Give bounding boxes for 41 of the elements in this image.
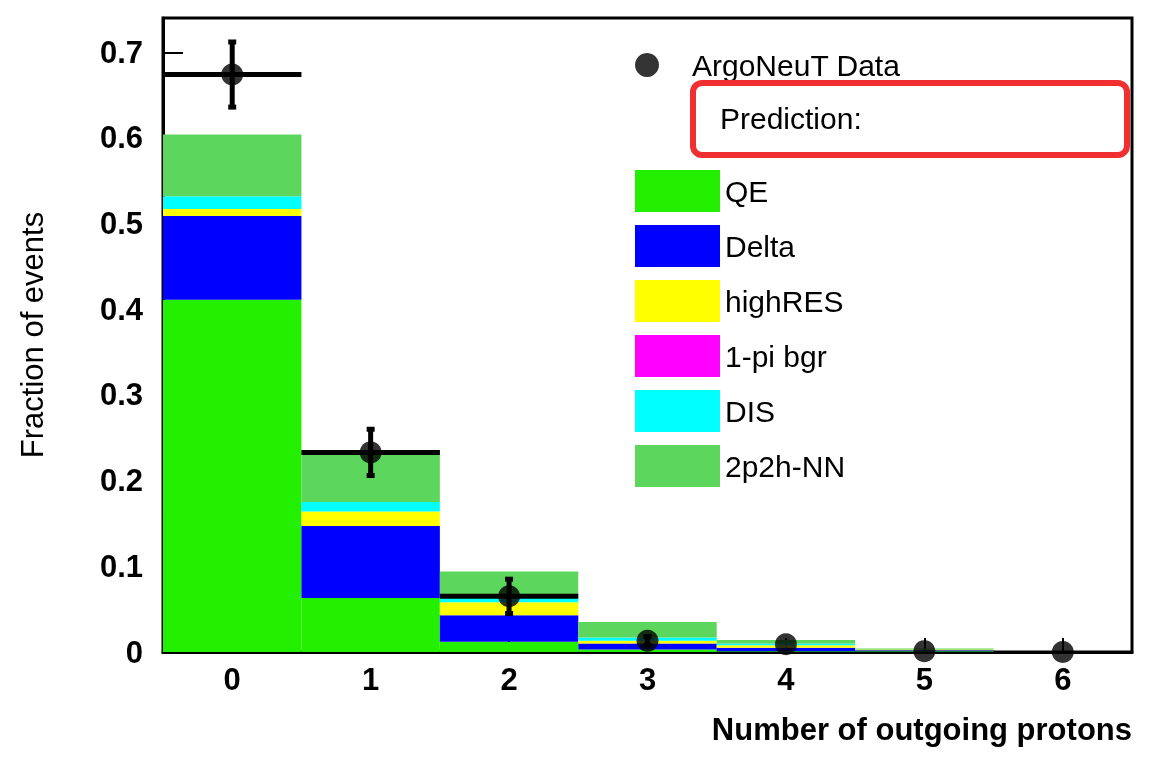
bar: [301, 526, 440, 599]
point: [498, 585, 521, 608]
y-tick-label: 0.2: [99, 463, 143, 499]
x-tick-label: 3: [638, 662, 657, 697]
bar: [439, 615, 579, 642]
y-axis-title: Fraction of events: [15, 211, 50, 459]
legend-label: ArgoNeuT Data: [692, 48, 901, 82]
legend-label: 2p2h-NN: [725, 449, 846, 483]
y-tick-label: 0.7: [99, 34, 143, 70]
point: [1051, 641, 1074, 663]
legend-label: highRES: [725, 284, 844, 318]
y-tick-label: 0: [125, 634, 143, 670]
point: [359, 441, 382, 464]
bar: [163, 215, 302, 300]
legend-label: Delta: [725, 229, 796, 263]
legend-title: Prediction:: [720, 101, 862, 135]
bar: [163, 209, 302, 216]
point: [913, 640, 936, 663]
x-tick-label: 0: [223, 662, 241, 697]
x-tick-label: 5: [915, 662, 933, 697]
x-tick-label: 6: [1054, 662, 1072, 697]
x-tick-label: 4: [777, 662, 796, 697]
x-tick-label: 1: [362, 662, 380, 697]
point: [774, 633, 797, 656]
y-tick-label: 0.1: [99, 548, 143, 584]
bar: [301, 511, 440, 527]
bar: [163, 134, 302, 197]
bar: [301, 502, 440, 512]
point: [221, 63, 244, 86]
y-tick-label: 0.5: [99, 206, 143, 242]
point: [636, 629, 659, 652]
legend-label: 1-pi bgr: [725, 339, 827, 373]
y-tick-label: 0.3: [99, 377, 143, 413]
legend-label: QE: [725, 174, 769, 208]
bar: [163, 196, 302, 210]
bar: [578, 622, 717, 638]
x-axis-title: Number of outgoing protons: [711, 712, 1132, 747]
y-tick-label: 0.4: [99, 291, 144, 327]
x-tick-label: 2: [500, 662, 518, 697]
y-tick-label: 0.6: [99, 120, 143, 156]
legend-label: DIS: [725, 394, 776, 428]
